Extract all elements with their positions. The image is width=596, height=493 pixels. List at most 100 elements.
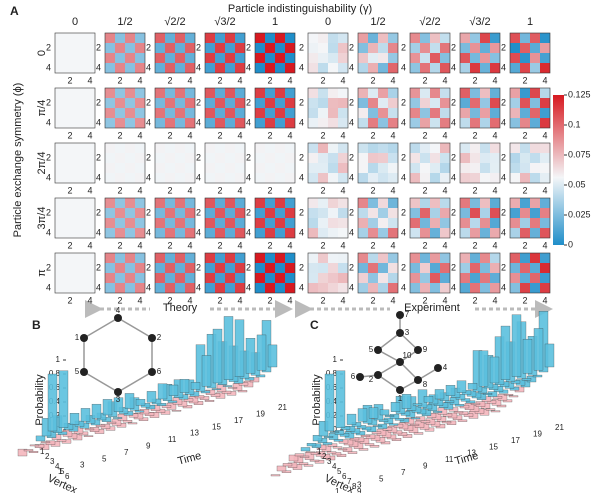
- heatmap-cell: [490, 118, 500, 128]
- heatmap-frame: [254, 252, 296, 294]
- heatmap-cell: [65, 108, 75, 118]
- tick-label: 4: [137, 240, 142, 250]
- heatmap-cell: [155, 108, 165, 118]
- bar: [509, 386, 520, 391]
- heatmap-cell: [125, 253, 135, 263]
- bar: [486, 400, 497, 404]
- heatmap-cell: [388, 153, 398, 163]
- heatmap-cell: [185, 153, 195, 163]
- bar: [409, 423, 420, 426]
- heatmap-cell: [155, 153, 165, 163]
- heatmap-cell: [155, 218, 165, 228]
- heatmap-cell: [185, 163, 195, 173]
- tick-label: 4: [87, 130, 92, 140]
- tick-label: 4: [390, 75, 395, 85]
- heatmap-cell: [460, 173, 470, 183]
- bar: [255, 374, 266, 378]
- heatmap-cell: [378, 143, 388, 153]
- heatmap-cell: [358, 43, 368, 53]
- tick-label: 4: [237, 130, 242, 140]
- heatmap-cell: [175, 43, 185, 53]
- heatmap-cell: [125, 173, 135, 183]
- heatmap-cell: [420, 228, 430, 238]
- heatmap-cell: [265, 153, 275, 163]
- tick-label: 2: [246, 97, 251, 107]
- heatmap-cell: [105, 263, 115, 273]
- heatmap-cell: [275, 43, 285, 53]
- heatmap-cell: [205, 253, 215, 263]
- column-label: √3/2: [214, 16, 235, 28]
- tick-label: 2: [522, 185, 527, 195]
- bar: [157, 383, 168, 400]
- bar: [326, 451, 337, 454]
- edge: [377, 374, 401, 391]
- heatmap-cell: [378, 63, 388, 73]
- tick-label: 4: [146, 62, 151, 72]
- heatmap-cell: [470, 208, 480, 218]
- column-label: 1/2: [370, 16, 385, 28]
- heatmap-cell: [135, 283, 145, 293]
- heatmap-cell: [328, 218, 338, 228]
- tick-label: 4: [340, 185, 345, 195]
- tick-label: 4: [137, 185, 142, 195]
- bar: [393, 423, 404, 428]
- heatmap-cell: [368, 153, 378, 163]
- x-tick-label: 15: [212, 422, 221, 431]
- heatmap-cell: [225, 118, 235, 128]
- heatmap-cell: [185, 228, 195, 238]
- heatmap-cell: [65, 118, 75, 128]
- heatmap-cell: [55, 53, 65, 63]
- heatmap-frame: [154, 142, 196, 184]
- heatmap-cell: [388, 43, 398, 53]
- tick-label: 4: [442, 295, 447, 305]
- edge: [377, 361, 401, 376]
- heatmap-cell: [510, 253, 520, 263]
- tick-label: 4: [196, 282, 201, 292]
- heatmap-cell: [105, 283, 115, 293]
- heatmap-cell: [155, 228, 165, 238]
- heatmap-cell: [440, 273, 450, 283]
- bar: [346, 413, 357, 425]
- node: [396, 358, 404, 366]
- bar: [360, 434, 371, 437]
- heatmap-cell: [205, 118, 215, 128]
- heatmap-cell: [125, 63, 135, 73]
- heatmap-cell: [308, 88, 318, 98]
- heatmap-cell: [540, 228, 550, 238]
- heatmap-cell: [75, 253, 85, 263]
- heatmap-cell: [460, 43, 470, 53]
- heatmap-frame: [54, 142, 96, 184]
- bar: [298, 462, 309, 465]
- heatmap-cell: [55, 173, 65, 183]
- heatmap-cell: [338, 118, 348, 128]
- heatmap-cell: [255, 63, 265, 73]
- heatmap-cell: [328, 198, 338, 208]
- tick-label: 2: [117, 295, 122, 305]
- heatmap-cell: [318, 43, 328, 53]
- heatmap-cell: [185, 273, 195, 283]
- heatmap-cell: [55, 33, 65, 43]
- edge: [117, 317, 153, 339]
- tick-label: 2: [522, 240, 527, 250]
- heatmap-cell: [510, 228, 520, 238]
- heatmap-frame: [154, 197, 196, 239]
- tick-label: 2: [217, 185, 222, 195]
- tick-label: 2: [349, 42, 354, 52]
- heatmap-cell: [520, 253, 530, 263]
- heatmap-cell: [338, 88, 348, 98]
- heatmap-cell: [480, 108, 490, 118]
- heatmap-cell: [65, 153, 75, 163]
- heatmap-cell: [318, 173, 328, 183]
- heatmap-cell: [530, 118, 540, 128]
- heatmap-cell: [308, 108, 318, 118]
- heatmap-cell: [520, 33, 530, 43]
- heatmap-cell: [308, 53, 318, 63]
- heatmap-cell: [328, 208, 338, 218]
- heatmap-cell: [205, 218, 215, 228]
- bar: [281, 470, 292, 473]
- x-tick-label: 13: [467, 449, 476, 458]
- tick-label: 4: [196, 117, 201, 127]
- node: [148, 368, 156, 376]
- heatmap-cell: [388, 228, 398, 238]
- bar: [210, 393, 221, 397]
